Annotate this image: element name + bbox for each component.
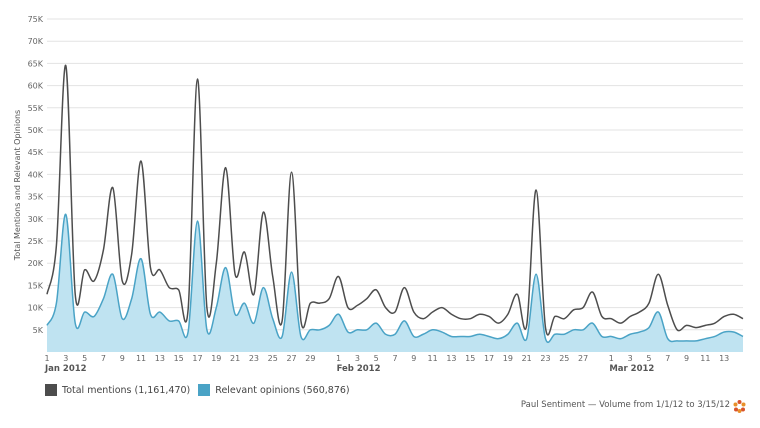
y-tick-label: 65K [28, 59, 44, 68]
y-tick-label: 10K [28, 304, 44, 313]
x-tick-label: 5 [82, 354, 87, 363]
x-tick-label: 1 [609, 354, 614, 363]
relevant-area [47, 214, 743, 352]
x-tick-label: 25 [268, 354, 278, 363]
x-tick-label: 3 [63, 354, 68, 363]
x-tick-label: 11 [136, 354, 146, 363]
x-tick-label: 9 [684, 354, 689, 363]
x-tick-label: 21 [230, 354, 240, 363]
legend-item-relevant[interactable]: Relevant opinions (560,876) [198, 384, 350, 396]
month-label: Jan 2012 [44, 364, 87, 374]
legend-swatch-total [45, 384, 57, 396]
x-tick-label: 15 [465, 354, 475, 363]
y-tick-label: 30K [28, 215, 44, 224]
y-tick-label: 20K [28, 259, 44, 268]
y-tick-label: 60K [28, 82, 44, 91]
x-tick-label: 27 [578, 354, 588, 363]
legend-label-relevant: Relevant opinions (560,876) [215, 384, 350, 396]
y-tick-label: 45K [28, 148, 44, 157]
y-tick-label: 55K [28, 104, 44, 113]
y-tick-label: 40K [28, 170, 44, 179]
logo-icon [733, 400, 746, 413]
legend-item-total[interactable]: Total mentions (1,161,470) [45, 384, 190, 396]
volume-chart: 5K 10K 15K 20K 25K 30K 35K 40K 45K 50K 55K 60K 65K 70… [13, 15, 744, 374]
y-tick-label: 15K [28, 281, 44, 290]
x-tick-label: 7 [665, 354, 670, 363]
x-tick-label: 27 [286, 354, 296, 363]
x-tick-label: 7 [392, 354, 397, 363]
x-tick-label: 5 [374, 354, 379, 363]
x-tick-label: 13 [155, 354, 165, 363]
x-tick-label: 29 [305, 354, 315, 363]
month-label: Feb 2012 [337, 364, 381, 374]
x-tick-label: 19 [503, 354, 513, 363]
x-tick-label: 17 [192, 354, 202, 363]
x-tick-label: 19 [211, 354, 221, 363]
x-tick-label: 11 [428, 354, 438, 363]
y-axis-label: Total Mentions and Relevant Opinions [13, 110, 22, 261]
x-tick-label: 15 [174, 354, 184, 363]
x-tick-label: 7 [101, 354, 106, 363]
x-tick-label: 17 [484, 354, 494, 363]
legend-label-total: Total mentions (1,161,470) [62, 384, 191, 396]
x-tick-label: 3 [355, 354, 360, 363]
y-tick-label: 25K [28, 237, 44, 246]
total-line [46, 64, 744, 336]
y-tick-label: 35K [28, 193, 44, 202]
x-tick-label: 21 [522, 354, 532, 363]
y-tick-label: 50K [28, 126, 44, 135]
x-tick-label: 13 [446, 354, 456, 363]
legend-swatch-relevant [198, 384, 211, 396]
x-tick-label: 9 [120, 354, 125, 363]
x-tick-label: 1 [44, 354, 49, 363]
x-tick-label: 1 [336, 354, 341, 363]
x-tick-label: 25 [559, 354, 569, 363]
y-tick-label: 70K [28, 37, 44, 46]
y-tick-label: 75K [28, 15, 44, 24]
y-tick-label: 5K [33, 326, 44, 335]
x-tick-label: 23 [249, 354, 259, 363]
legend: Total mentions (1,161,470) Relevant opin… [45, 384, 358, 396]
x-tick-label: 13 [719, 354, 729, 363]
x-tick-label: 5 [646, 354, 651, 363]
x-tick-label: 23 [540, 354, 550, 363]
month-label: Mar 2012 [609, 364, 654, 374]
x-tick-label: 11 [700, 354, 710, 363]
footer-caption: Paul Sentiment — Volume from 1/1/12 to 3… [520, 400, 730, 410]
x-tick-label: 9 [411, 354, 416, 363]
x-tick-label: 3 [628, 354, 633, 363]
relevant-line [46, 213, 744, 344]
